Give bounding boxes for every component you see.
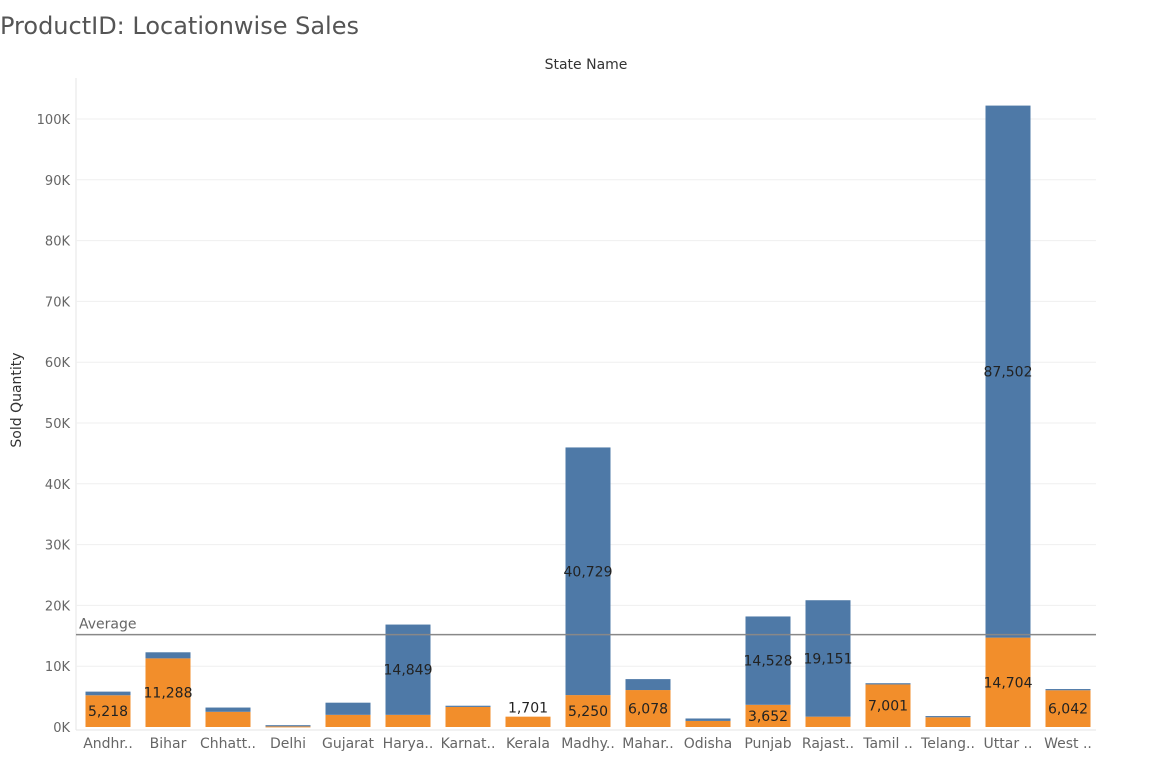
x-tick-label: Kerala <box>506 736 550 752</box>
average-reference-line: Average <box>76 617 1096 636</box>
x-tick-label: Odisha <box>684 736 733 752</box>
bar-label: 7,001 <box>868 699 908 715</box>
reference-line-label: Average <box>79 617 137 633</box>
y-tick-label: 100K <box>37 113 71 128</box>
bar-segment-blue <box>925 716 971 718</box>
bar-segment-blue <box>445 705 491 707</box>
bar-segment-blue <box>265 725 311 727</box>
y-axis-ticks: 0K 10K 20K 30K 40K 50K 60K 70K 80K 90K 100K <box>37 113 71 736</box>
x-tick-label: Mahar.. <box>622 736 673 752</box>
column-header: State Name <box>545 57 628 73</box>
y-tick-label: 50K <box>45 417 71 432</box>
bar-segment-blue <box>85 691 131 696</box>
y-tick-label: 40K <box>45 478 71 493</box>
chart-title: ProductID: Locationwise Sales <box>0 12 359 40</box>
x-tick-label: Madhy.. <box>561 736 615 752</box>
bar-segment-orange <box>205 711 251 727</box>
bar-label: 6,042 <box>1048 702 1088 718</box>
bar-segment-blue <box>385 624 431 715</box>
bar-segment-orange <box>85 695 131 727</box>
bar-segment-blue <box>1045 689 1091 691</box>
bar-segment-orange <box>685 720 731 727</box>
bar-segment-orange <box>565 695 611 727</box>
x-tick-label: Uttar .. <box>984 736 1033 752</box>
bar-label: 14,704 <box>984 675 1033 691</box>
bar-segment-orange <box>625 690 671 727</box>
x-tick-label: Telang.. <box>920 736 975 752</box>
x-tick-label: Punjab <box>744 736 791 752</box>
bar-label: 1,701 <box>508 701 548 717</box>
bar-segment-blue <box>145 652 191 659</box>
x-tick-label: Bihar <box>150 736 187 752</box>
bar-segment-blue <box>865 683 911 685</box>
x-tick-label: Harya.. <box>383 736 434 752</box>
bars <box>85 105 1091 728</box>
bar-label: 11,288 <box>144 686 193 702</box>
bar-label: 6,078 <box>628 702 668 718</box>
bar-segment-orange <box>385 714 431 727</box>
bar-segment-blue <box>625 679 671 691</box>
bar-segment-blue <box>205 707 251 712</box>
y-tick-label: 80K <box>45 235 71 250</box>
bar-segment-orange <box>805 716 851 727</box>
bar-segment-orange <box>145 658 191 727</box>
x-tick-label: Rajast.. <box>802 736 854 752</box>
bar-segment-orange <box>985 637 1031 727</box>
bar-segment-orange <box>925 717 971 727</box>
bar-segment-orange <box>865 684 911 727</box>
y-tick-label: 10K <box>45 660 71 675</box>
bar-label: 87,502 <box>984 365 1033 381</box>
y-tick-label: 90K <box>45 174 71 189</box>
x-tick-label: Karnat.. <box>441 736 496 752</box>
bar-label: 14,528 <box>744 654 793 670</box>
bar-segment-blue <box>985 105 1031 638</box>
bar-segment-blue <box>565 447 611 696</box>
bar-segment-orange <box>325 714 371 727</box>
bar-label: 5,250 <box>568 704 608 720</box>
bar-label: 5,218 <box>88 704 128 720</box>
bar-segment-orange <box>745 704 791 727</box>
y-tick-label: 20K <box>45 599 71 614</box>
bar-segment-blue <box>325 702 371 715</box>
y-tick-label: 60K <box>45 356 71 371</box>
bar-segment-orange <box>1045 690 1091 727</box>
x-tick-label: Gujarat <box>322 736 375 752</box>
x-tick-label: Chhatt.. <box>200 736 256 752</box>
y-axis-label: Sold Quantity <box>9 352 25 447</box>
bar-segment-orange <box>445 706 491 727</box>
bar-segment-orange <box>265 726 311 728</box>
bar-label: 19,151 <box>804 651 853 667</box>
bar-labels: 5,218 11,288 14,849 1,701 5,250 40,729 6,078 3,… <box>88 365 1088 725</box>
bar-label: 14,849 <box>384 663 433 679</box>
bar-segment-blue <box>685 718 731 721</box>
bar-label: 3,652 <box>748 709 788 725</box>
bar-segment-blue <box>805 600 851 717</box>
bar-segment-orange <box>505 716 551 727</box>
y-tick-label: 30K <box>45 539 71 554</box>
x-tick-label: Delhi <box>270 736 306 752</box>
y-tick-label: 0K <box>53 721 70 736</box>
x-tick-label: Andhr.. <box>83 736 133 752</box>
bar-label: 40,729 <box>564 564 613 580</box>
bar-segment-blue <box>745 616 791 705</box>
x-axis-ticks: Andhr.. Bihar Chhatt.. Delhi Gujarat Harya.. K… <box>83 736 1092 752</box>
x-tick-label: Tamil .. <box>862 736 913 752</box>
y-tick-label: 70K <box>45 295 71 310</box>
x-tick-label: West .. <box>1044 736 1092 752</box>
